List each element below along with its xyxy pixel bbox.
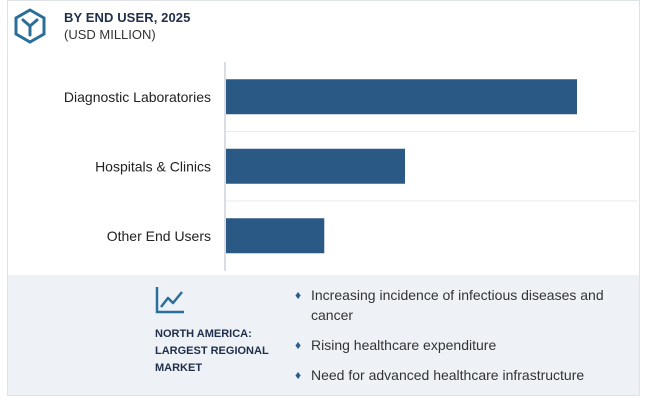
diamond-bullet-icon: ♦ [295,338,302,352]
diamond-bullet-icon: ♦ [295,288,302,302]
bar-2 [226,218,325,254]
regional-panel: NORTH AMERICA: LARGEST REGIONAL MARKET ♦… [8,275,639,395]
hexagon-y-logo-icon [14,8,46,44]
chart-subtitle: (USD MILLION) [64,27,156,42]
bar-1 [226,148,406,184]
bar-0 [226,79,577,115]
driver-item: ♦ Rising healthcare expenditure [295,337,497,353]
driver-list: ♦ Increasing incidence of infectious dise… [295,285,640,395]
driver-item: ♦ Increasing incidence of infectious dise… [295,287,604,323]
bar-chart: Diagnostic Laboratories Hospitals & Clini… [64,62,637,271]
driver-item: ♦ Need for advanced healthcare infrastruc… [295,367,585,383]
diamond-bullet-icon: ♦ [295,368,302,382]
region-label: NORTH AMERICA: LARGEST REGIONAL MARKET [155,328,269,374]
chart-frame [7,0,640,396]
category-label-0: Diagnostic Laboratories [64,89,211,105]
category-label-2: Other End Users [107,228,211,244]
line-chart-icon [155,287,184,314]
chart-title: BY END USER, 2025 [64,10,191,25]
category-label-1: Hospitals & Clinics [95,158,211,174]
